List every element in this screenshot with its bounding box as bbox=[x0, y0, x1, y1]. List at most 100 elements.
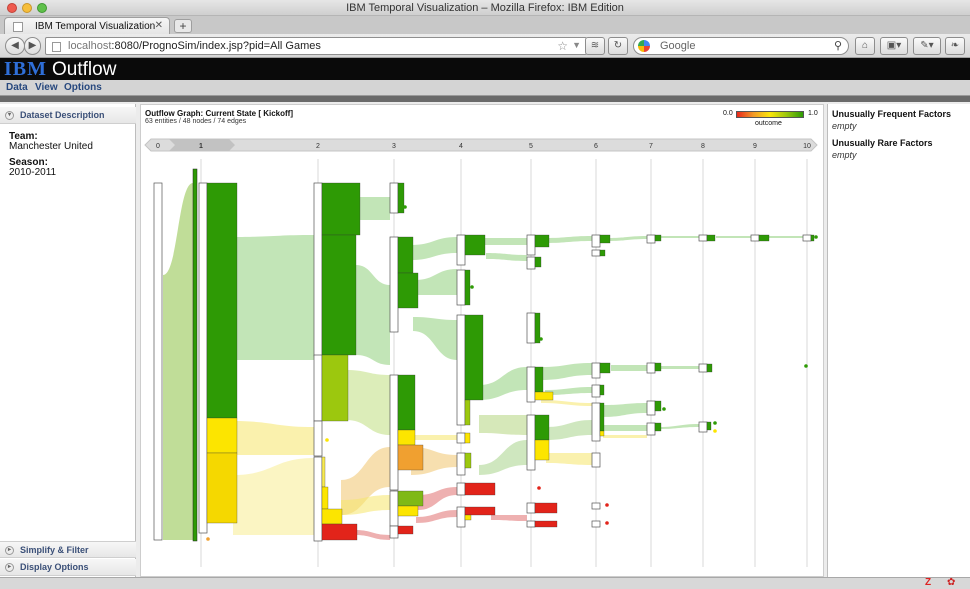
flow-edge[interactable] bbox=[481, 238, 527, 245]
state-node[interactable] bbox=[313, 456, 323, 542]
node-outcome-bar[interactable] bbox=[206, 417, 238, 454]
state-node[interactable] bbox=[456, 234, 466, 266]
search-icon[interactable]: ⚲ bbox=[833, 40, 842, 52]
state-node[interactable] bbox=[698, 421, 708, 433]
timestep-bar[interactable] bbox=[144, 138, 818, 152]
state-node[interactable] bbox=[646, 422, 656, 436]
state-node[interactable] bbox=[389, 490, 399, 527]
node-outcome-bar[interactable] bbox=[599, 384, 605, 396]
flow-edge[interactable] bbox=[659, 424, 699, 429]
state-node[interactable] bbox=[313, 182, 323, 357]
state-node[interactable] bbox=[526, 366, 536, 403]
state-node[interactable] bbox=[698, 363, 708, 373]
state-node[interactable] bbox=[153, 182, 163, 541]
reload-button[interactable]: ↻ bbox=[608, 37, 628, 55]
url-bar[interactable]: localhost:8080/PrognoSim/index.jsp?pid=A… bbox=[45, 37, 587, 55]
node-outcome-bar[interactable] bbox=[464, 269, 471, 306]
flow-edge[interactable] bbox=[661, 366, 699, 369]
node-outcome-bar[interactable] bbox=[192, 168, 198, 542]
node-outcome-bar[interactable] bbox=[534, 366, 544, 393]
flow-edge[interactable] bbox=[716, 236, 751, 238]
node-outcome-bar[interactable] bbox=[534, 414, 550, 441]
menu-view[interactable]: View bbox=[35, 82, 58, 93]
state-node[interactable] bbox=[389, 374, 399, 491]
flow-edge[interactable] bbox=[233, 421, 314, 455]
state-node[interactable] bbox=[698, 234, 708, 242]
flow-edge[interactable] bbox=[486, 253, 527, 261]
node-outcome-bar[interactable] bbox=[464, 452, 472, 469]
timestep-label[interactable]: 1 bbox=[199, 143, 203, 150]
menu-data[interactable]: Data bbox=[6, 82, 28, 93]
state-node[interactable] bbox=[526, 312, 536, 344]
close-tab-icon[interactable]: ✕ bbox=[154, 20, 163, 31]
state-node[interactable] bbox=[591, 249, 601, 257]
node-outcome-bar[interactable] bbox=[534, 391, 554, 401]
flow-edge[interactable] bbox=[659, 236, 699, 238]
node-outcome-bar[interactable] bbox=[599, 402, 605, 432]
state-node[interactable] bbox=[750, 234, 760, 242]
state-node[interactable] bbox=[313, 354, 323, 422]
state-node[interactable] bbox=[526, 234, 536, 256]
node-outcome-bar[interactable] bbox=[534, 502, 558, 514]
node-outcome-bar[interactable] bbox=[464, 399, 471, 426]
flow-edge[interactable] bbox=[609, 236, 647, 241]
simplify-filter-header[interactable]: ▸ Simplify & Filter bbox=[0, 541, 136, 558]
node-outcome-bar[interactable] bbox=[464, 432, 471, 444]
flow-edge[interactable] bbox=[233, 235, 314, 360]
flow-edge[interactable] bbox=[545, 387, 592, 395]
state-node[interactable] bbox=[456, 506, 466, 528]
state-nodes[interactable] bbox=[153, 168, 818, 542]
flow-edge[interactable] bbox=[479, 440, 527, 475]
forward-button[interactable]: ▶ bbox=[24, 37, 41, 55]
flow-edge[interactable] bbox=[541, 400, 592, 406]
display-options-header[interactable]: ▸ Display Options bbox=[0, 559, 136, 576]
node-outcome-bar[interactable] bbox=[599, 234, 611, 244]
node-outcome-bar[interactable] bbox=[534, 520, 558, 528]
flow-edge[interactable] bbox=[611, 365, 647, 371]
node-outcome-bar[interactable] bbox=[599, 362, 611, 374]
timestep-label[interactable]: 10 bbox=[803, 143, 811, 150]
flow-edge[interactable] bbox=[541, 363, 592, 380]
node-outcome-bar[interactable] bbox=[654, 362, 662, 372]
timestep-label[interactable]: 8 bbox=[701, 143, 705, 150]
state-node[interactable] bbox=[591, 520, 601, 528]
node-outcome-bar[interactable] bbox=[321, 508, 343, 525]
state-node[interactable] bbox=[389, 182, 399, 214]
node-outcome-bar[interactable] bbox=[321, 456, 326, 488]
state-node[interactable] bbox=[456, 452, 466, 476]
flow-edge[interactable] bbox=[355, 530, 390, 540]
minimize-window-button[interactable] bbox=[22, 3, 32, 13]
flow-edge[interactable] bbox=[413, 435, 457, 440]
back-button[interactable]: ◀ bbox=[5, 37, 25, 55]
state-node[interactable] bbox=[526, 520, 536, 528]
flow-edge[interactable] bbox=[603, 425, 647, 431]
flow-edge[interactable] bbox=[356, 197, 390, 220]
flow-edge[interactable] bbox=[356, 265, 390, 365]
state-node[interactable] bbox=[198, 182, 208, 534]
state-node[interactable] bbox=[313, 420, 323, 457]
evernote-icon[interactable]: ❧ bbox=[945, 37, 965, 55]
browser-tab[interactable]: IBM Temporal Visualization ✕ bbox=[4, 17, 170, 35]
flow-edge[interactable] bbox=[491, 515, 527, 521]
node-outcome-bar[interactable] bbox=[321, 182, 361, 236]
tools-icon[interactable]: ✎▾ bbox=[913, 37, 941, 55]
node-outcome-bar[interactable] bbox=[206, 182, 238, 419]
addon-status-icon[interactable]: ✿ bbox=[947, 577, 956, 588]
timestep-label[interactable]: 4 bbox=[459, 143, 463, 150]
home-icon[interactable]: ⌂ bbox=[855, 37, 875, 55]
state-node[interactable] bbox=[591, 362, 601, 379]
state-node[interactable] bbox=[646, 362, 656, 374]
flow-edge[interactable] bbox=[341, 495, 390, 515]
node-outcome-bar[interactable] bbox=[706, 234, 716, 242]
flow-edge[interactable] bbox=[603, 403, 647, 417]
state-node[interactable] bbox=[526, 502, 536, 514]
flow-edge[interactable] bbox=[479, 367, 527, 400]
node-outcome-bar[interactable] bbox=[534, 312, 541, 344]
node-outcome-bar[interactable] bbox=[321, 523, 358, 541]
timestep-label[interactable]: 7 bbox=[649, 143, 653, 150]
outflow-graph[interactable]: 0 1 2 3 4 5 6 7 8 9 10 bbox=[141, 135, 823, 575]
node-outcome-bar[interactable] bbox=[397, 525, 414, 535]
timestep-label[interactable]: 6 bbox=[594, 143, 598, 150]
node-outcome-bar[interactable] bbox=[599, 430, 605, 437]
state-node[interactable] bbox=[591, 502, 601, 510]
